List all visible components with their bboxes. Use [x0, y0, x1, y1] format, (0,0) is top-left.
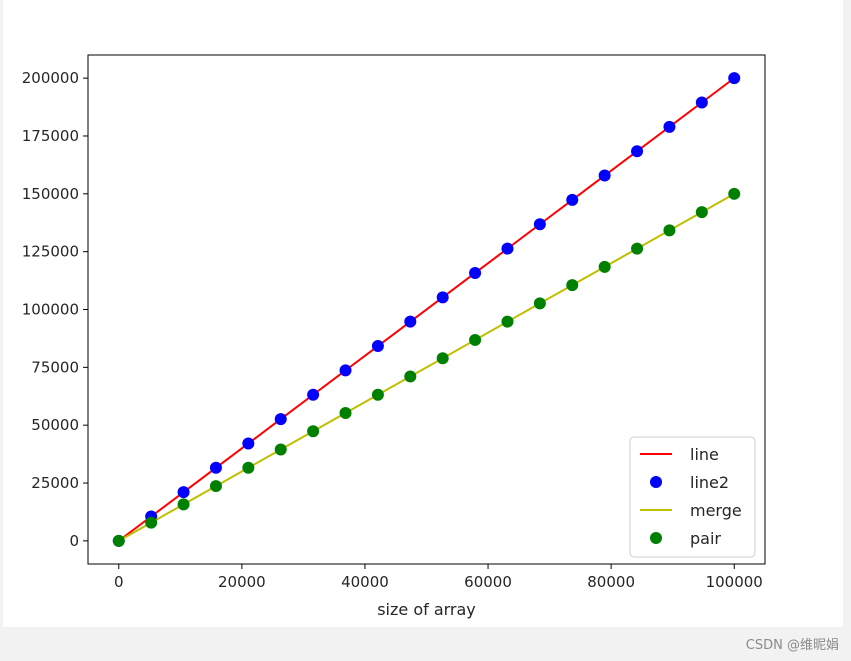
series-line2-point	[242, 437, 255, 450]
series-merge-line	[118, 192, 735, 542]
y-axis-ticks: 0 25000 50000 75000 100000 125000 150000 175000…	[22, 69, 88, 550]
legend-label-line2: line2	[690, 473, 729, 492]
y-tick-label: 175000	[22, 127, 79, 145]
y-tick-label: 50000	[31, 416, 79, 434]
legend-label-merge: merge	[690, 501, 742, 520]
series-pair-point	[274, 443, 287, 456]
series-line2-point	[501, 242, 514, 255]
series-pair-point	[404, 370, 417, 383]
series-pair-point	[177, 498, 190, 511]
series-pair-point	[663, 224, 676, 237]
legend-box	[629, 436, 756, 558]
series-line2-point	[339, 364, 352, 377]
y-tick-label: 75000	[31, 358, 79, 376]
legend-swatch-line2	[650, 476, 662, 488]
series-pair-point	[436, 352, 449, 365]
series-pair-point	[307, 425, 320, 438]
series-pair-point	[501, 315, 514, 328]
series-pair-point	[631, 242, 644, 255]
y-tick-label: 100000	[22, 301, 79, 319]
y-tick-label: 0	[69, 532, 79, 550]
series-line2-point	[533, 218, 546, 231]
series-layer	[112, 72, 741, 547]
series-line2-point	[371, 340, 384, 353]
series-line2-point	[307, 388, 320, 401]
series-pair-point	[145, 516, 158, 529]
legend-swatch-pair	[650, 532, 662, 544]
y-tick-label: 125000	[22, 243, 79, 261]
x-axis-ticks: 0 20000 40000 60000 80000 100000	[114, 564, 763, 591]
x-tick-label: 0	[114, 573, 124, 591]
series-line2-point	[177, 486, 190, 499]
series-pair-point	[566, 279, 579, 292]
legend-label-line: line	[690, 445, 719, 464]
series-line2-point	[404, 315, 417, 328]
series-line2-point	[209, 461, 222, 474]
series-line2-point	[598, 169, 611, 182]
series-line2-point	[436, 291, 449, 304]
series-pair-point	[209, 480, 222, 493]
y-tick-label: 200000	[22, 69, 79, 87]
series-line-line	[118, 77, 735, 542]
series-line2-point	[728, 72, 741, 85]
series-pair-point	[533, 297, 546, 310]
x-tick-label: 60000	[464, 573, 512, 591]
series-pair-point	[728, 187, 741, 200]
series-pair-point	[469, 333, 482, 346]
series-line2-point	[566, 193, 579, 206]
watermark-text: CSDN @维昵娟	[745, 638, 839, 653]
series-pair-point	[242, 461, 255, 474]
series-line2-point	[274, 413, 287, 426]
series-line2-point	[469, 266, 482, 279]
series-line2-point	[631, 145, 644, 158]
x-tick-label: 80000	[587, 573, 635, 591]
line-chart: 0 20000 40000 60000 80000 100000 0 25000 50000 7…	[22, 54, 766, 619]
chart-card: 0 20000 40000 60000 80000 100000 0 25000 50000 7…	[3, 0, 843, 627]
series-pair-point	[695, 206, 708, 219]
legend-label-pair: pair	[690, 529, 721, 548]
series-pair-point	[371, 388, 384, 401]
x-axis-label: size of array	[377, 600, 476, 619]
x-tick-label: 20000	[218, 573, 266, 591]
x-tick-label: 40000	[341, 573, 389, 591]
series-pair-point	[112, 534, 125, 547]
series-pair-point	[598, 260, 611, 273]
series-pair-point	[339, 407, 352, 420]
series-line2-point	[695, 96, 708, 109]
y-tick-label: 150000	[22, 185, 79, 203]
series-line2-point	[663, 120, 676, 133]
y-tick-label: 25000	[31, 474, 79, 492]
x-tick-label: 100000	[706, 573, 763, 591]
legend: line line2 merge pair	[629, 436, 756, 558]
